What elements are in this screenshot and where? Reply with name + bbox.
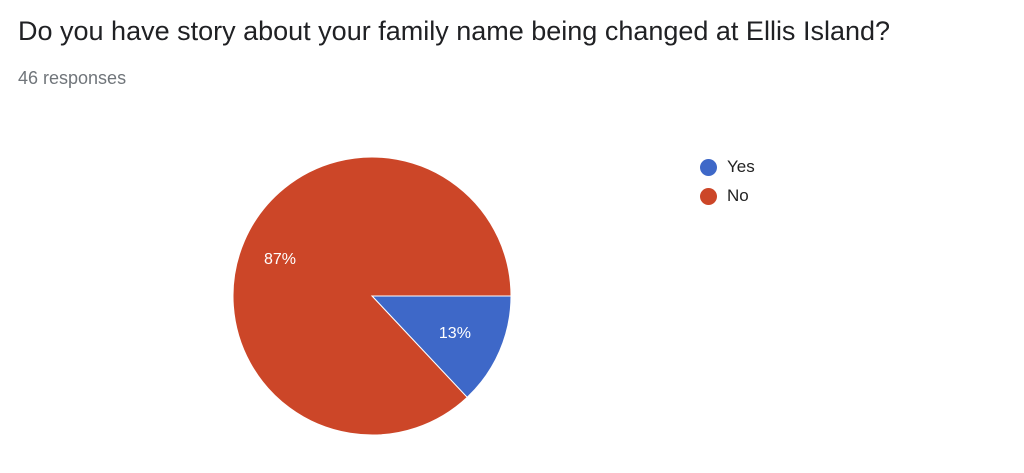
response-count: 46 responses xyxy=(18,68,127,88)
question-title: Do you have story about your family name… xyxy=(18,16,891,46)
legend-dot-icon xyxy=(700,158,717,176)
legend-item-yes[interactable]: Yes xyxy=(700,157,755,177)
slice-label: 13% xyxy=(439,325,471,342)
legend-dot-icon xyxy=(700,187,717,205)
legend-label: Yes xyxy=(727,157,755,176)
pie-slice-no[interactable] xyxy=(232,156,512,436)
legend-label: No xyxy=(727,186,749,205)
pie-slice-yes[interactable] xyxy=(370,295,512,399)
legend-item-no[interactable]: No xyxy=(700,186,749,206)
slice-label: 87% xyxy=(264,251,296,268)
